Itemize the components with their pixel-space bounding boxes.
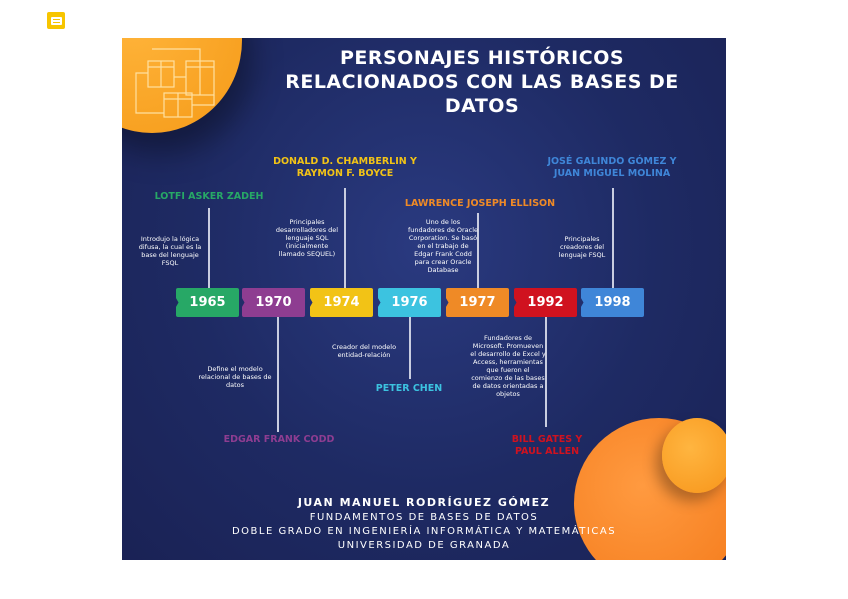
database-tables-icon (135, 48, 215, 118)
footer-course: FUNDAMENTOS DE BASES DE DATOS (309, 512, 539, 523)
footer-author: JUAN MANUEL RODRÍGUEZ GÓMEZ (297, 496, 551, 509)
person-name: DONALD D. CHAMBERLIN Y RAYMON F. BOYCE (273, 156, 417, 179)
connector-line (208, 208, 210, 288)
person-name: LAWRENCE JOSEPH ELLISON (404, 198, 556, 209)
event-description: Define el modelo relacional de bases de … (198, 365, 272, 389)
year-badge: 1974 (310, 288, 373, 317)
event-description: Principales desarrolladores del lenguaje… (275, 218, 339, 258)
connector-line (477, 213, 479, 288)
event-description: Creador del modelo entidad-relación (331, 343, 397, 359)
year-badge: 1998 (581, 288, 644, 317)
event-description: Fundadores de Microsoft. Promueven el de… (470, 334, 546, 398)
connector-line (409, 317, 411, 379)
comment-button[interactable] (47, 12, 65, 29)
connector-line (612, 188, 614, 288)
footer-university: UNIVERSIDAD DE GRANADA (337, 540, 511, 551)
infographic: PERSONAJES HISTÓRICOS RELACIONADOS CON L… (122, 38, 726, 560)
person-name: JOSÉ GALINDO GÓMEZ Y JUAN MIGUEL MOLINA (547, 156, 677, 179)
event-description: Introdujo la lógica difusa, la cual es l… (138, 235, 202, 267)
person-name: PETER CHEN (375, 383, 443, 394)
year-badge: 1977 (446, 288, 509, 317)
decorative-circle (122, 38, 242, 133)
connector-line (545, 317, 547, 427)
comment-icon (50, 16, 62, 25)
event-description: Uno de los fundadores de Oracle Corporat… (407, 218, 479, 274)
year-badge: 1992 (514, 288, 577, 317)
infographic-title: PERSONAJES HISTÓRICOS RELACIONADOS CON L… (285, 47, 679, 117)
person-name: BILL GATES Y PAUL ALLEN (511, 434, 583, 457)
year-badge: 1970 (242, 288, 305, 317)
footer-degree: DOBLE GRADO EN INGENIERÍA INFORMÁTICA Y … (231, 526, 617, 537)
connector-line (277, 317, 279, 432)
person-name: EDGAR FRANK CODD (223, 434, 335, 445)
decorative-circle (662, 418, 726, 493)
year-badge: 1976 (378, 288, 441, 317)
year-badge: 1965 (176, 288, 239, 317)
event-description: Principales creadores del lenguaje FSQL (558, 235, 606, 259)
person-name: LOTFI ASKER ZADEH (154, 191, 264, 202)
connector-line (344, 188, 346, 288)
